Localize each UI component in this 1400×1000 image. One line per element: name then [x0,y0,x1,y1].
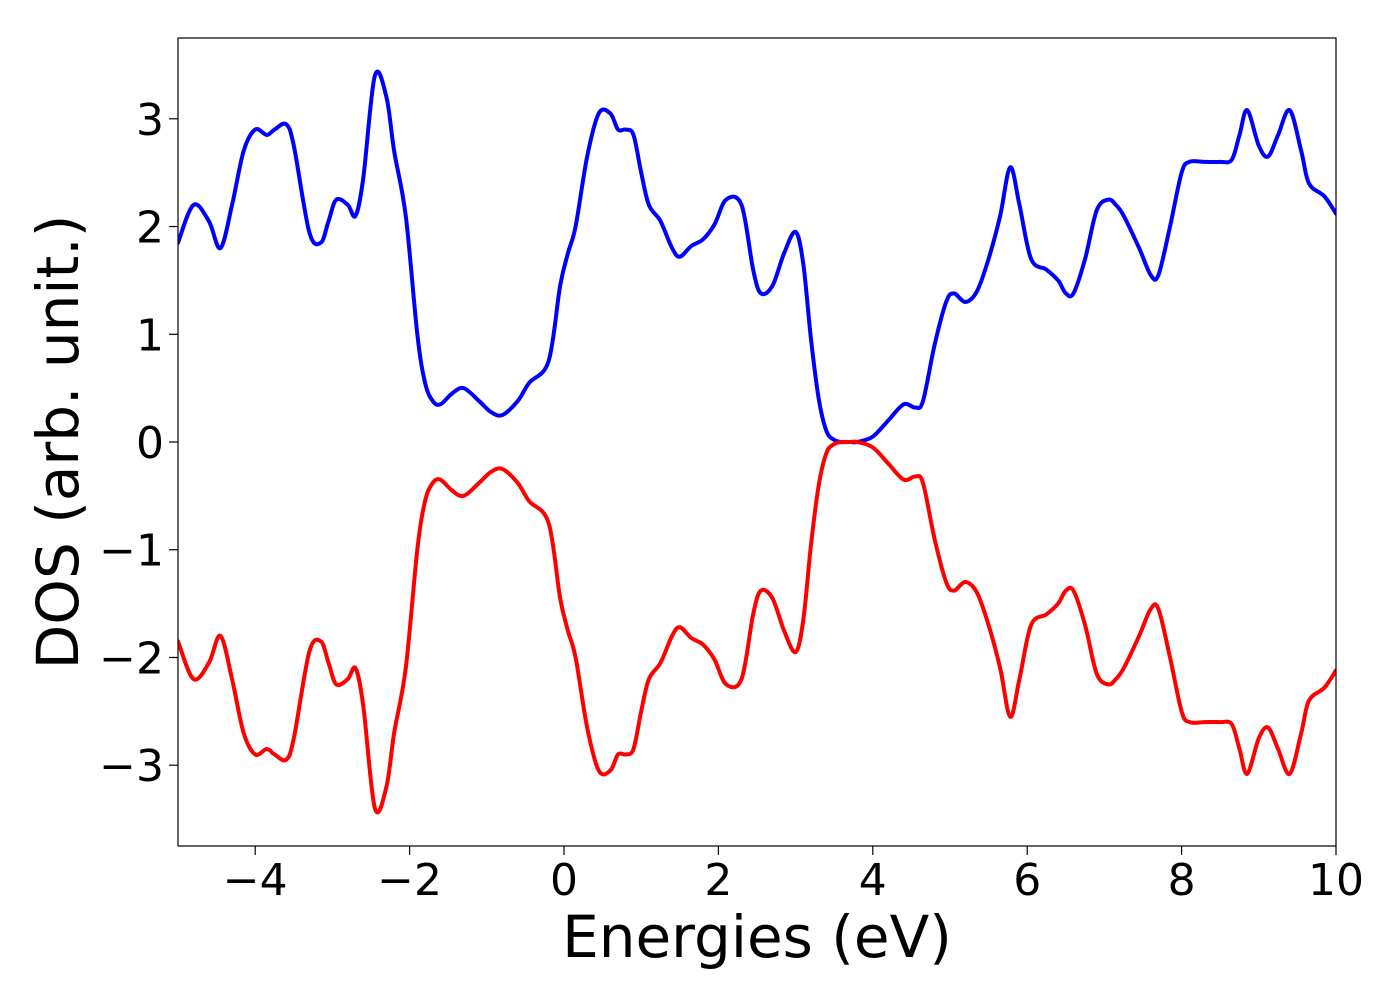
dos-down-line [178,439,1336,815]
x-tick-label: 8 [1168,855,1196,906]
x-tick-label: 10 [1308,855,1364,906]
x-tick-label: 6 [1013,855,1041,906]
y-axis: −3 −2 −1 0 1 2 3 [99,95,178,792]
y-tick-label: 2 [136,203,164,254]
y-tick-label: 3 [136,95,164,146]
y-tick-label: −1 [99,526,164,577]
x-tick-label: 0 [550,855,578,906]
x-tick-label: −4 [223,855,288,906]
dos-up-line [178,69,1336,445]
y-tick-label: 1 [136,310,164,361]
y-tick-label: 0 [136,418,164,469]
x-tick-label: 2 [704,855,732,906]
x-tick-label: −2 [377,855,442,906]
x-axis-title: Energies (eV) [562,903,952,971]
series-layer [178,69,1336,815]
y-tick-label: −3 [99,741,164,792]
y-tick-label: −2 [99,633,164,684]
y-axis-title: DOS (arb. unit.) [24,215,92,670]
x-axis: −4 −2 0 2 4 6 8 10 [223,846,1364,906]
x-tick-label: 4 [859,855,887,906]
